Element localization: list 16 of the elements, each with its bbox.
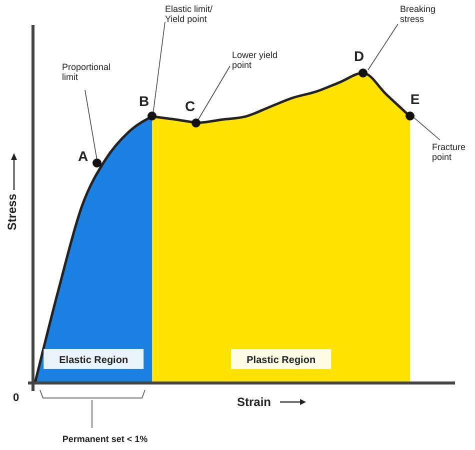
annotation: A: [78, 148, 88, 164]
text: Lower yield point: [232, 50, 278, 70]
annotation: E: [410, 91, 420, 107]
text: 0: [12, 392, 20, 404]
text: Elastic limit/ Yield point: [165, 4, 214, 24]
annotation: B: [138, 93, 150, 109]
text: D: [354, 48, 364, 64]
series-label: Plastic Region: [246, 355, 316, 366]
text: Breaking stress: [400, 4, 436, 24]
text: Fracture point: [432, 142, 466, 162]
text: Permanent set < 1%: [62, 434, 148, 444]
annotation: C: [184, 98, 196, 114]
annotation: Proportional limit: [62, 62, 111, 82]
series-label: Elastic Region: [59, 355, 128, 366]
x-axis-title: Strain: [236, 395, 272, 409]
y-axis-title: Stress: [5, 193, 19, 230]
